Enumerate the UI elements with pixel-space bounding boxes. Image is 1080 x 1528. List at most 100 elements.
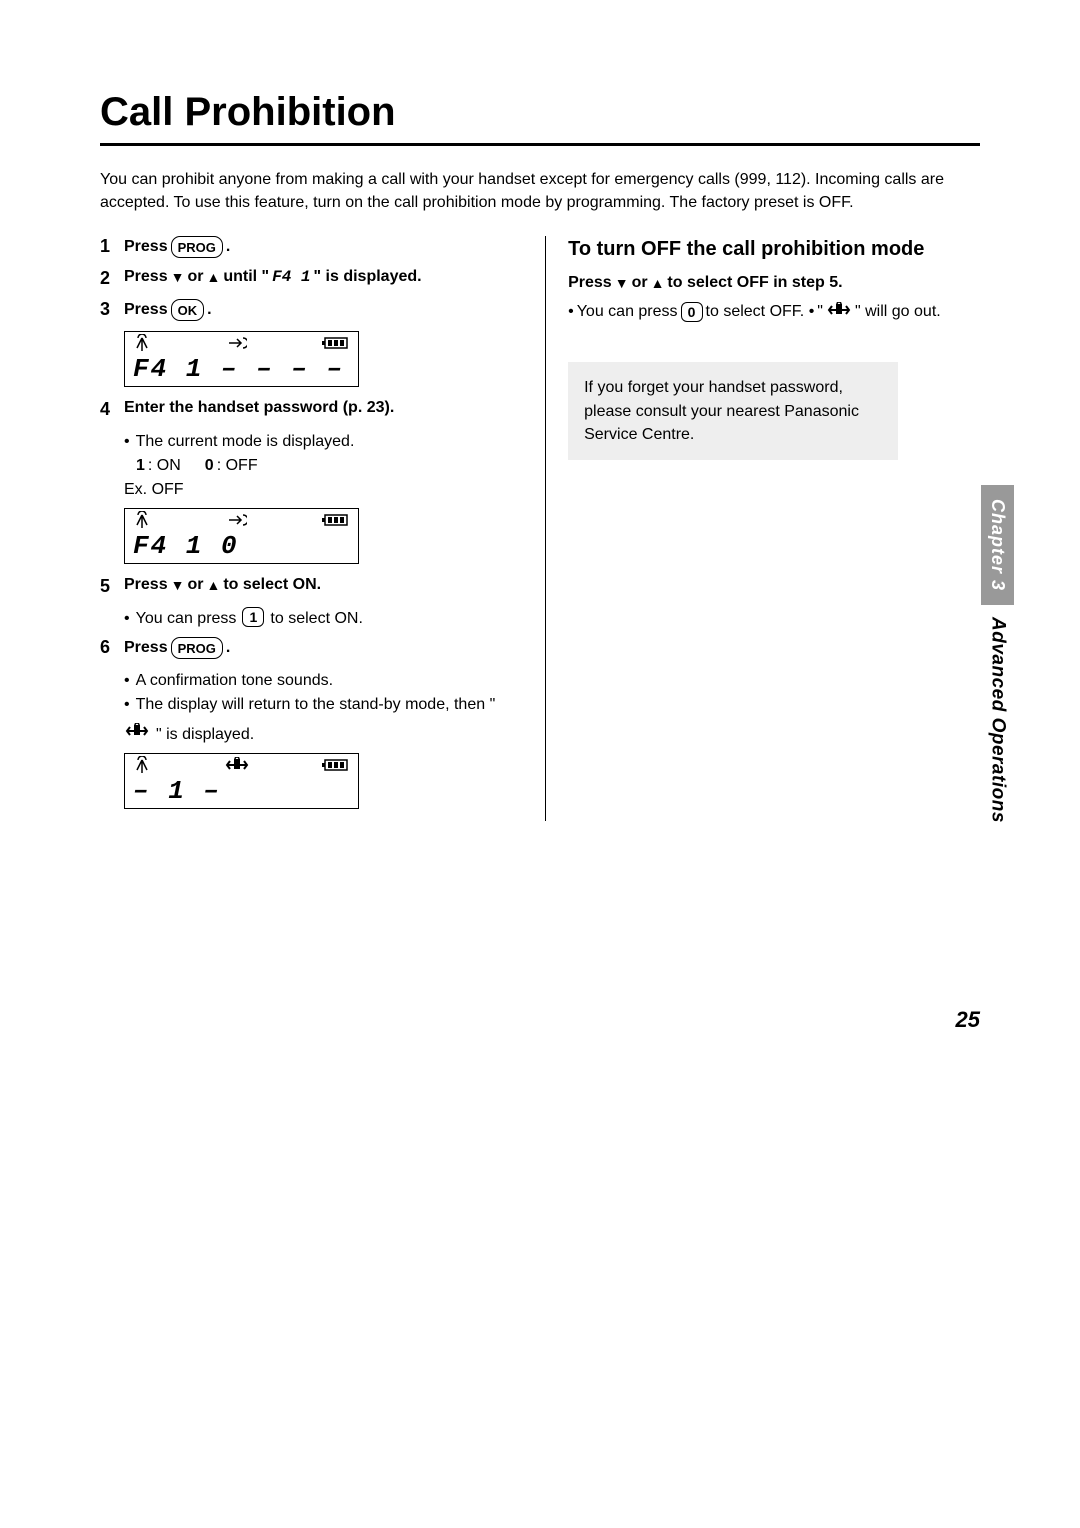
up-arrow-icon: ▲ [206,577,220,593]
text: A confirmation tone sounds. [136,669,333,693]
text: You can press [136,607,237,631]
text: " is displayed. [156,723,254,747]
text: or [187,576,203,594]
side-tab: Chapter 3 Advanced Operations [981,485,1014,823]
lcd-code: F4 1 [272,268,310,286]
step-number: 5 [100,576,124,597]
page-title: Call Prohibition [100,90,980,135]
text: " [817,303,823,321]
note-box: If you forget your handset password, ple… [568,362,898,460]
ok-key: OK [171,299,205,321]
text: Press [124,639,168,657]
text: until " [223,268,269,286]
lcd-text: F4 1 – – – – [125,356,358,386]
right-column: To turn OFF the call prohibition mode Pr… [545,236,980,821]
title-rule [100,143,980,146]
down-arrow-icon: ▼ [171,269,185,285]
arrow-right-icon [227,513,247,532]
text: The display will return to the stand-by … [136,693,496,717]
text: or [187,268,203,286]
text: You can press [577,303,678,321]
chapter-badge: Chapter 3 [981,485,1014,605]
lcd-icon-row [125,754,358,778]
step-body: Press OK . [124,299,212,321]
step-5-sub: • You can press 1 to select ON. [124,607,517,631]
manual-page: Call Prohibition You can prohibit anyone… [0,0,1080,1528]
text: . [226,238,230,256]
text: Press [124,301,168,319]
text: Press [124,238,168,256]
step-1: 1 Press PROG . [100,236,517,258]
bullet: • A confirmation tone sounds. [124,669,517,693]
lock-icon [124,723,150,747]
text: Press [124,268,168,286]
up-arrow-icon: ▲ [651,275,665,291]
lcd-display-1: F4 1 – – – – [124,331,359,387]
lcd-display-2: F4 1 0 [124,508,359,564]
example-label: Ex. OFF [124,478,517,502]
bullet-dot: • [124,693,130,717]
lcd-text: – 1 – [125,778,358,808]
lcd-icon-row [125,332,358,356]
step-body: Press ▼ or ▲ until " F4 1 " is displayed… [124,268,422,286]
prog-key: PROG [171,236,223,258]
step-6: 6 Press PROG . [100,637,517,659]
prog-key: PROG [171,637,223,659]
one-key: 1 [242,607,264,627]
text: . [226,639,230,657]
text: to select ON. [223,576,321,594]
zero-key: 0 [681,302,703,322]
battery-icon [322,758,350,777]
text: : OFF [217,454,258,478]
text: or [632,274,648,292]
right-instruction: Press ▼ or ▲ to select OFF in step 5. [568,274,842,292]
text: . [207,301,211,319]
step-6-sub: • A confirmation tone sounds. • The disp… [124,669,517,747]
text: Press [124,576,168,594]
step-5: 5 Press ▼ or ▲ to select ON. [100,576,517,597]
battery-icon [322,513,350,532]
step-body: Enter the handset password (p. 23). [124,399,394,417]
lock-icon [826,302,852,323]
right-bullet-1: • You can press 0 to select OFF. [568,300,804,324]
bullet-dot: • [568,300,574,324]
step-number: 1 [100,236,124,257]
bullet-dot: • [124,607,130,631]
left-column: 1 Press PROG . 2 Press ▼ or ▲ until " F4… [100,236,517,821]
battery-icon [322,336,350,355]
subheading: To turn OFF the call prohibition mode [568,236,980,262]
right-bullet-2: • " " will go out. [809,300,941,324]
bullet-dot: • [809,300,815,324]
step-2: 2 Press ▼ or ▲ until " F4 1 " is display… [100,268,517,289]
text: to select OFF in step 5. [667,274,842,292]
step-body: Press PROG . [124,637,230,659]
step-number: 4 [100,399,124,420]
text: " will go out. [855,303,941,321]
page-number: 25 [956,1007,980,1033]
step-number: 6 [100,637,124,658]
step-4: 4 Enter the handset password (p. 23). [100,399,517,420]
section-label: Advanced Operations [987,617,1009,823]
text: : ON [148,454,181,478]
text: 1 [136,454,145,478]
intro-text: You can prohibit anyone from making a ca… [100,168,980,214]
step-3: 3 Press OK . [100,299,517,321]
step-4-sub: • The current mode is displayed. 1 : ON … [124,430,517,502]
bullet: • You can press 1 to select ON. [124,607,517,631]
bullet-text: The current mode is displayed. [136,430,355,454]
down-arrow-icon: ▼ [171,577,185,593]
up-arrow-icon: ▲ [206,269,220,285]
down-arrow-icon: ▼ [615,275,629,291]
bullet: • The display will return to the stand-b… [124,693,517,747]
bullet-dot: • [124,669,130,693]
lock-icon [224,757,250,778]
step-body: Press ▼ or ▲ to select ON. [124,576,321,594]
content-columns: 1 Press PROG . 2 Press ▼ or ▲ until " F4… [100,236,980,821]
lcd-text: F4 1 0 [125,533,358,563]
text: 0 [205,454,214,478]
step-body: Press PROG . [124,236,230,258]
bullet-dot: • [124,430,130,454]
text: to select OFF. [706,303,805,321]
text: Press [568,274,612,292]
text: " is displayed. [314,268,422,286]
